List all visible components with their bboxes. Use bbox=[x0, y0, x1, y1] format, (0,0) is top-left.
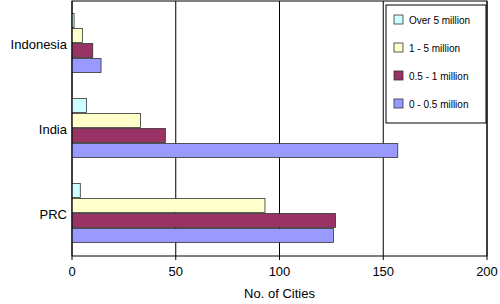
bar bbox=[72, 184, 80, 198]
tick-label: 100 bbox=[269, 264, 291, 279]
legend-swatch bbox=[394, 43, 403, 52]
bar bbox=[72, 114, 140, 128]
bar bbox=[72, 214, 336, 228]
chart-svg: Indonesia India PRC 0 50 100 150 200 No. of Citi… bbox=[0, 0, 500, 304]
tick-mark bbox=[383, 256, 384, 260]
tick-label: 150 bbox=[372, 264, 394, 279]
grid-line bbox=[383, 1, 384, 256]
bar bbox=[72, 29, 82, 43]
tick-mark bbox=[279, 256, 280, 260]
legend-swatch bbox=[394, 15, 403, 24]
plot-frame bbox=[72, 1, 487, 256]
category-label: India bbox=[39, 122, 68, 137]
legend-swatch bbox=[394, 71, 403, 80]
chart-container: Indonesia India PRC 0 50 100 150 200 No. of Citi… bbox=[0, 0, 500, 304]
bar bbox=[72, 144, 398, 158]
tick-mark bbox=[72, 256, 73, 260]
legend-label: 1 - 5 million bbox=[409, 43, 460, 54]
bar bbox=[72, 129, 165, 143]
tick-mark bbox=[487, 256, 488, 260]
bar bbox=[72, 59, 101, 73]
tick-label: 0 bbox=[68, 264, 75, 279]
category-label: Indonesia bbox=[11, 37, 68, 52]
legend-label: 0 - 0.5 million bbox=[409, 99, 468, 110]
bar bbox=[72, 199, 265, 213]
category-label: PRC bbox=[40, 207, 67, 222]
bar bbox=[72, 99, 87, 113]
legend-label: Over 5 million bbox=[409, 15, 470, 26]
legend-box bbox=[386, 5, 486, 123]
legend-label: 0.5 - 1 million bbox=[409, 71, 468, 82]
tick-label: 50 bbox=[169, 264, 183, 279]
legend: Over 5 million 1 - 5 million 0.5 - 1 milli… bbox=[386, 5, 486, 123]
bar bbox=[72, 229, 333, 243]
legend-swatch bbox=[394, 99, 403, 108]
bars bbox=[72, 14, 398, 243]
x-axis-label: No. of Cities bbox=[244, 286, 315, 301]
tick-mark bbox=[175, 256, 176, 260]
bar bbox=[72, 44, 93, 58]
tick-label: 200 bbox=[476, 264, 498, 279]
